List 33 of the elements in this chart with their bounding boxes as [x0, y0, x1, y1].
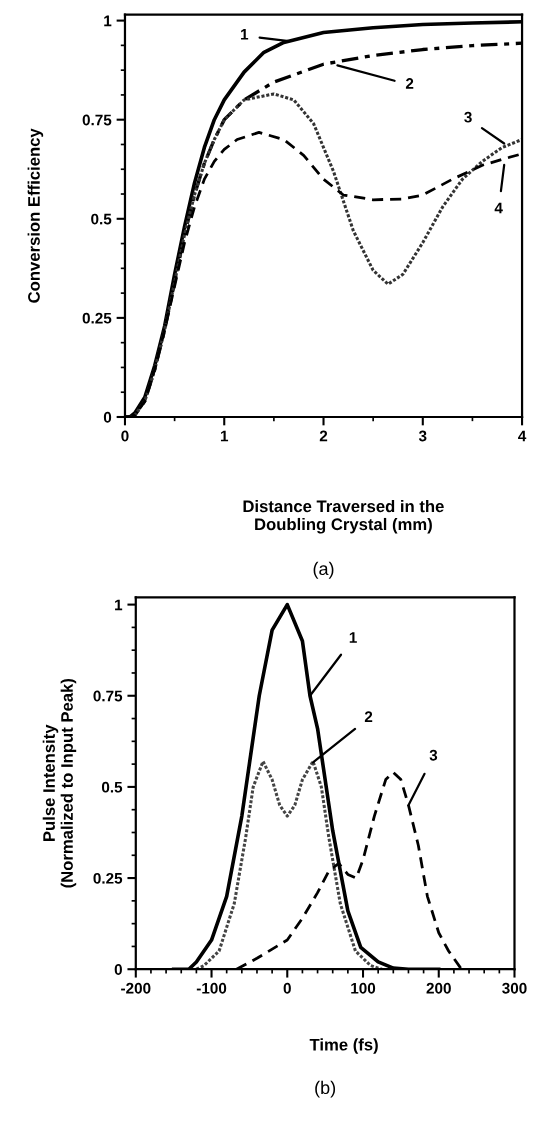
annotation: 3 [464, 111, 472, 123]
x-tick-label: 2 [319, 430, 328, 442]
y-tick-label: 0.5 [91, 213, 112, 225]
y-tick-label: 0 [114, 964, 122, 975]
x-tick-label: 0 [283, 982, 291, 994]
y-tick-label: 1 [115, 599, 123, 611]
annotation: 4 [494, 202, 503, 214]
x-tick-label: 100 [351, 982, 376, 994]
y-tick-label: 0.5 [101, 781, 123, 793]
y-tick-label: 1 [104, 15, 112, 27]
x-tick-label: -200 [121, 982, 151, 994]
y-tick-label: 0.25 [82, 312, 112, 324]
x-tick-label: 4 [518, 430, 527, 442]
x-tick-label: 3 [418, 430, 427, 442]
x-tick-label: 300 [502, 982, 527, 994]
y-axis-title: Pulse Intensity (Normalized to Input Peak) [42, 678, 77, 888]
y-tick-label: 0.75 [82, 114, 112, 126]
x-axis-title: Time (fs) [309, 1038, 378, 1054]
y-tick-label: 0.75 [93, 690, 123, 702]
text: (b) [315, 1080, 336, 1098]
y-tick-label: 0.25 [93, 872, 123, 884]
x-tick-label: -100 [196, 982, 227, 994]
y-axis-title: Conversion Efficiency [27, 128, 44, 303]
annotation: 2 [364, 711, 373, 722]
y-tick-label: 0 [103, 411, 112, 423]
x-tick-label: 200 [426, 982, 451, 994]
annotation: 2 [405, 78, 414, 89]
annotation: 3 [429, 749, 438, 761]
x-axis-title: Distance Traversed in the Doubling Crystal (mm) [243, 499, 444, 534]
x-tick-label: 1 [220, 430, 229, 442]
annotation: 1 [241, 29, 249, 40]
annotation: 1 [349, 632, 357, 643]
text: (a) [313, 561, 334, 579]
